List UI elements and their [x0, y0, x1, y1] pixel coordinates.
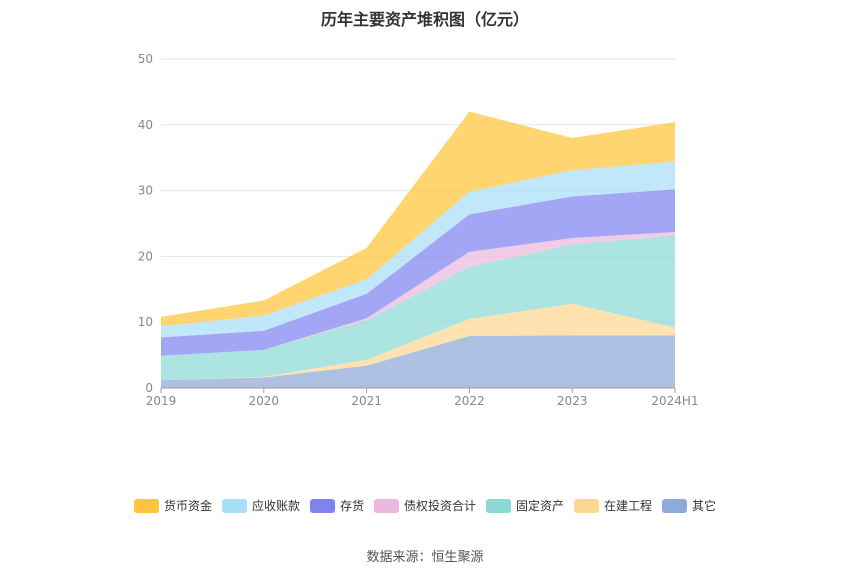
chart-title: 历年主要资产堆积图（亿元）	[320, 10, 529, 29]
legend-swatch	[486, 498, 511, 513]
area-series	[161, 335, 675, 388]
area-series	[161, 235, 675, 381]
x-tick-label: 2020	[249, 394, 280, 408]
y-tick-label: 0	[145, 381, 153, 395]
x-tick-label: 2022	[454, 394, 485, 408]
legend-swatch	[133, 498, 159, 513]
area-series	[161, 111, 675, 327]
y-tick-label: 20	[138, 249, 153, 263]
x-tick-label: 2019	[146, 394, 177, 408]
legend-swatch	[373, 498, 399, 513]
legend-label: 在建工程	[604, 499, 653, 513]
legend-swatch	[662, 498, 688, 513]
legend-label: 存货	[339, 499, 364, 513]
legend-swatch	[574, 498, 600, 513]
legend-item[interactable]: 其它	[662, 497, 716, 514]
legend-label: 货币资金	[163, 499, 212, 513]
legend-swatch	[309, 498, 335, 513]
legend-item[interactable]: 应收账款	[221, 497, 300, 514]
legend-label: 债权投资合计	[403, 499, 476, 513]
y-tick-label: 50	[138, 52, 153, 66]
legend-item[interactable]: 债权投资合计	[373, 497, 476, 514]
area-series	[161, 161, 675, 338]
y-tick-label: 40	[138, 118, 153, 132]
chart-legend: 货币资金 应收账款 存货 债权投资合计 固定资产 在建工程 其它	[0, 497, 850, 514]
data-source-note: 数据来源：恒生聚源	[366, 550, 484, 565]
stacked-area-chart: 0 10 20 30 40 50 2019 2020 2021 2022 2023 2024H1	[138, 52, 699, 408]
legend-label: 固定资产	[516, 499, 565, 513]
legend-swatch	[221, 498, 247, 513]
y-tick-label: 10	[138, 315, 153, 329]
x-tick-label: 2024H1	[651, 394, 698, 408]
legend-label: 应收账款	[251, 499, 300, 513]
y-tick-label: 30	[138, 184, 153, 198]
legend-item[interactable]: 存货	[309, 497, 364, 514]
legend-item[interactable]: 货币资金	[133, 497, 212, 514]
area-series	[161, 303, 675, 381]
x-tick-label: 2021	[351, 394, 382, 408]
x-tick-label: 2023	[557, 394, 588, 408]
legend-label: 其它	[692, 499, 717, 513]
area-series	[161, 189, 675, 356]
legend-item[interactable]: 固定资产	[486, 497, 564, 514]
legend-item[interactable]: 在建工程	[574, 497, 652, 514]
